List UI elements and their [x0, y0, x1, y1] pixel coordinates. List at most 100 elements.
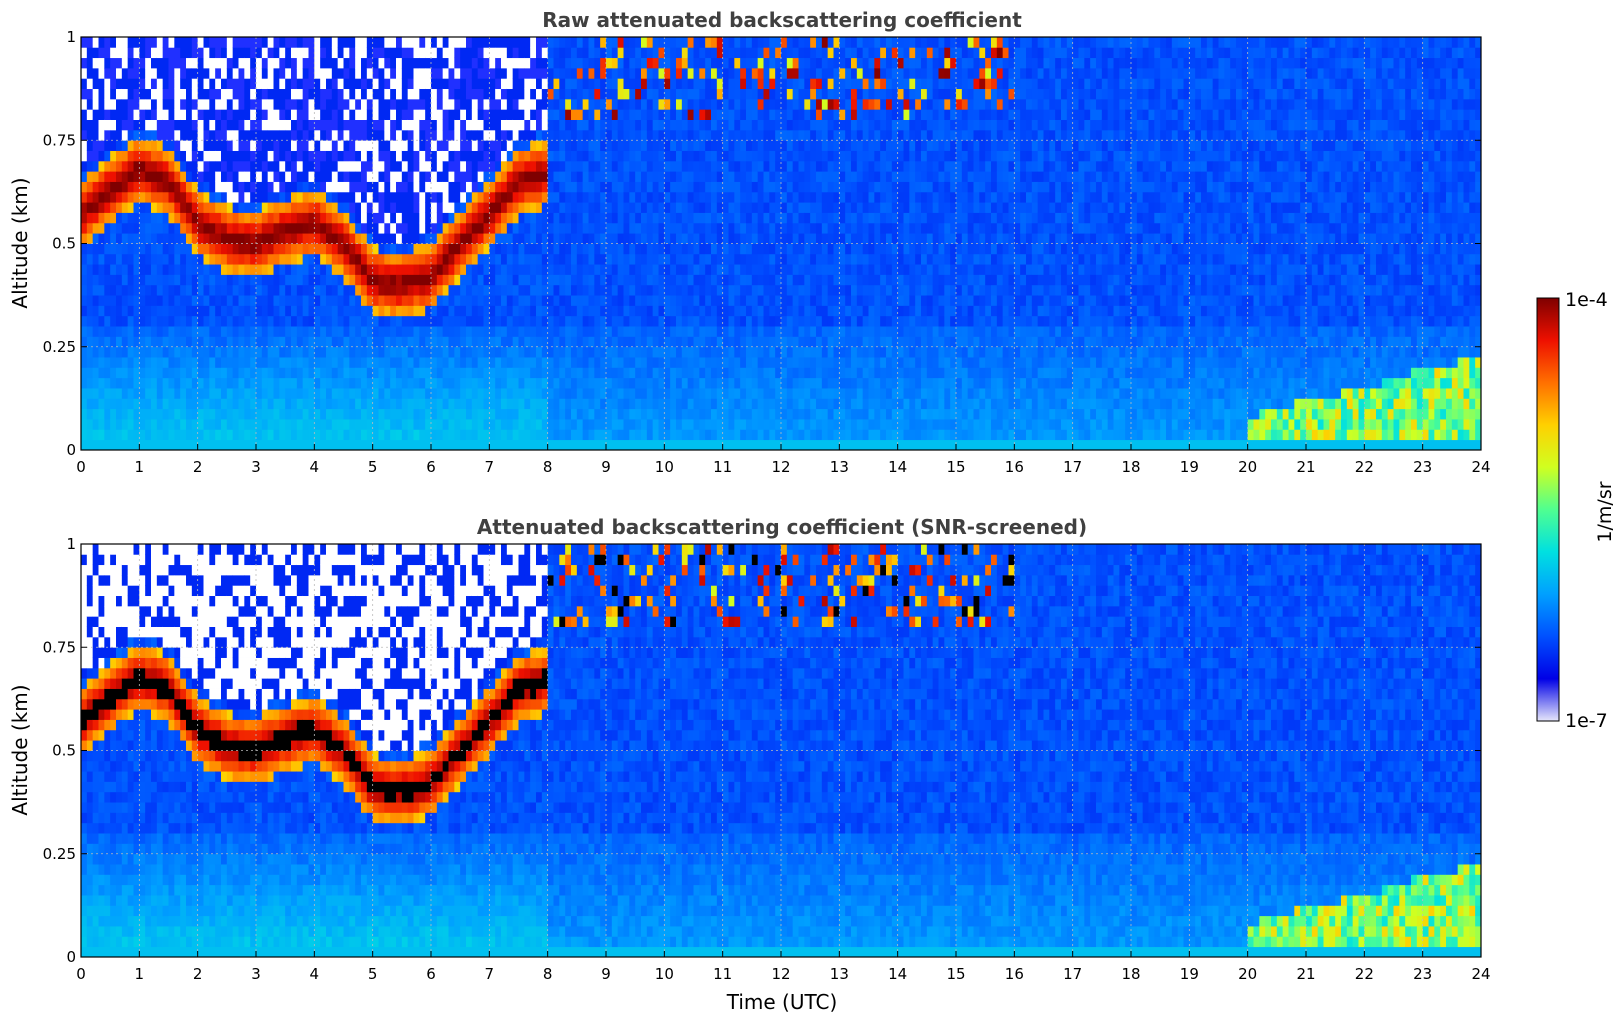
heatmap-cell — [122, 305, 128, 316]
heatmap-cell — [589, 130, 595, 141]
heatmap-cell — [279, 409, 285, 420]
heatmap-cell — [431, 264, 437, 275]
heatmap-cell — [729, 120, 735, 131]
heatmap-cell — [233, 130, 239, 141]
heatmap-cell — [472, 419, 478, 430]
heatmap-cell — [437, 336, 443, 347]
heatmap-cell — [379, 285, 385, 296]
heatmap-cell — [799, 192, 805, 203]
heatmap-cell — [495, 47, 501, 58]
heatmap-cell — [536, 254, 542, 265]
heatmap-cell — [449, 233, 455, 244]
heatmap-cell — [239, 182, 245, 193]
heatmap-cell — [629, 367, 635, 378]
heatmap-cell — [501, 367, 507, 378]
heatmap-cell — [478, 264, 484, 275]
heatmap-cell — [268, 202, 274, 213]
heatmap-cell — [239, 367, 245, 378]
heatmap-cell — [314, 192, 320, 203]
heatmap-cell — [128, 244, 134, 255]
heatmap-cell — [530, 182, 536, 193]
heatmap-cell — [110, 295, 116, 306]
heatmap-cell — [396, 109, 402, 120]
heatmap-cell — [104, 47, 110, 58]
heatmap-cell — [355, 419, 361, 430]
heatmap-cell — [256, 233, 262, 244]
heatmap-cell — [414, 202, 420, 213]
heatmap-cell — [390, 171, 396, 182]
heatmap-cell — [239, 130, 245, 141]
heatmap-cell — [764, 316, 770, 327]
heatmap-cell — [110, 305, 116, 316]
heatmap-cell — [344, 233, 350, 244]
heatmap-cell — [128, 68, 134, 79]
heatmap-cell — [285, 161, 291, 172]
heatmap-cell — [437, 295, 443, 306]
heatmap-cell — [87, 58, 93, 69]
heatmap-cell — [99, 68, 105, 79]
heatmap-cell — [758, 223, 764, 234]
heatmap-cell — [279, 213, 285, 224]
heatmap-cell — [612, 254, 618, 265]
heatmap-cell — [612, 326, 618, 337]
heatmap-cell — [589, 295, 595, 306]
heatmap-cell — [250, 192, 256, 203]
heatmap-cell — [110, 409, 116, 420]
heatmap-cell — [250, 254, 256, 265]
heatmap-cell — [793, 223, 799, 234]
heatmap-cell — [344, 182, 350, 193]
heatmap-cell — [729, 336, 735, 347]
heatmap-cell — [344, 254, 350, 265]
heatmap-cell — [530, 274, 536, 285]
heatmap-cell — [717, 213, 723, 224]
heatmap-cell — [513, 213, 519, 224]
heatmap-cell — [752, 326, 758, 337]
heatmap-cell — [81, 316, 87, 327]
heatmap-cell — [530, 367, 536, 378]
heatmap-cell — [705, 99, 711, 110]
heatmap-cell — [664, 398, 670, 409]
heatmap-cell — [524, 151, 530, 162]
heatmap-cell — [519, 151, 525, 162]
heatmap-cell — [781, 99, 787, 110]
heatmap-cell — [209, 120, 215, 131]
heatmap-cell — [472, 264, 478, 275]
heatmap-cell — [425, 264, 431, 275]
heatmap-cell — [367, 58, 373, 69]
heatmap-cell — [746, 274, 752, 285]
heatmap-cell — [530, 378, 536, 389]
heatmap-cell — [128, 78, 134, 89]
heatmap-cell — [478, 223, 484, 234]
heatmap-cell — [414, 409, 420, 420]
heatmap-cell — [618, 37, 624, 48]
heatmap-cell — [349, 151, 355, 162]
heatmap-cell — [752, 223, 758, 234]
heatmap-cell — [268, 244, 274, 255]
heatmap-cell — [169, 264, 175, 275]
heatmap-cell — [460, 367, 466, 378]
heatmap-cell — [169, 182, 175, 193]
heatmap-cell — [764, 378, 770, 389]
heatmap-cell — [274, 192, 280, 203]
heatmap-cell — [548, 58, 554, 69]
heatmap-cell — [752, 316, 758, 327]
heatmap-cell — [443, 140, 449, 151]
heatmap-cell — [355, 99, 361, 110]
heatmap-cell — [134, 130, 140, 141]
heatmap-cell — [559, 151, 565, 162]
heatmap-cell — [303, 274, 309, 285]
heatmap-cell — [279, 244, 285, 255]
heatmap-cell — [606, 254, 612, 265]
heatmap-cell — [589, 171, 595, 182]
heatmap-cell — [163, 336, 169, 347]
heatmap-cell — [291, 357, 297, 368]
heatmap-cell — [507, 367, 513, 378]
heatmap-cell — [291, 409, 297, 420]
heatmap-cell — [495, 202, 501, 213]
heatmap-cell — [577, 244, 583, 255]
heatmap-cell — [664, 99, 670, 110]
heatmap-cell — [262, 120, 268, 131]
heatmap-cell — [344, 388, 350, 399]
heatmap-cell — [729, 274, 735, 285]
heatmap-cell — [641, 120, 647, 131]
